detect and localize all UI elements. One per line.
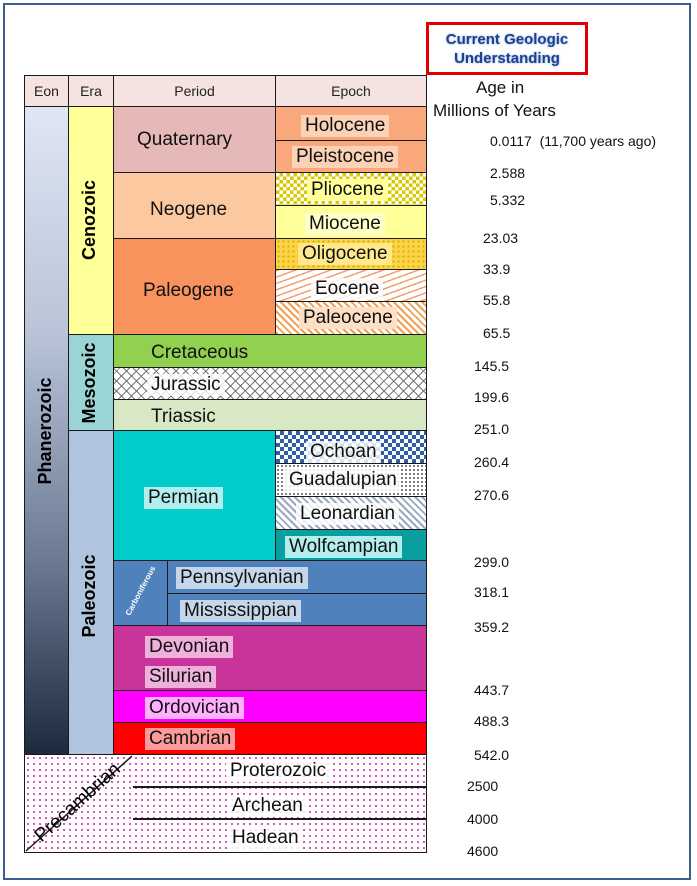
epoch-pleistocene-label: Pleistocene	[292, 146, 399, 168]
period-proterozoic-label: Proterozoic	[226, 760, 331, 782]
title-box: Current Geologic Understanding	[426, 22, 588, 75]
age-value: 0.0117 (11,700 years ago)	[490, 133, 656, 149]
epoch-ochoan-label: Ochoan	[306, 441, 381, 463]
era-paleozoic-label: Paleozoic	[79, 554, 99, 638]
age-value-4: 33.9	[483, 261, 511, 277]
period-triassic-label: Triassic	[151, 406, 216, 427]
age-value-7: 145.5	[474, 358, 510, 374]
age-value-10: 260.4	[474, 454, 510, 470]
period-triassic	[113, 399, 427, 431]
epoch-eocene-label: Eocene	[311, 278, 384, 300]
age-value-12: 299.0	[474, 554, 510, 570]
age-value-13: 318.1	[474, 584, 510, 600]
age-value-11: 270.6	[474, 487, 510, 503]
age-value-20: 4600	[467, 843, 499, 859]
period-devonian-label: Devonian	[145, 636, 234, 658]
period-cambrian-label: Cambrian	[145, 728, 236, 750]
period-jurassic-label: Jurassic	[147, 374, 225, 396]
period-quaternary	[113, 106, 276, 173]
precambrian-line-1	[133, 786, 427, 788]
header-period: Period	[113, 75, 276, 107]
era-mesozoic-label: Mesozoic	[79, 342, 99, 424]
header-era: Era	[68, 75, 114, 107]
age-value-5: 55.8	[483, 292, 511, 308]
header-epoch: Epoch	[275, 75, 427, 107]
age-value-16: 488.3	[474, 713, 510, 729]
epoch-oligocene-label: Oligocene	[298, 243, 392, 265]
age-value-9: 251.0	[474, 421, 510, 437]
age-header-line-1: Age in	[476, 78, 525, 97]
period-ordovician-label: Ordovician	[145, 697, 244, 719]
eon-phanerozoic	[24, 106, 69, 755]
precambrian-line-2	[133, 818, 427, 820]
age-value-3: 23.03	[483, 230, 519, 246]
epoch-holocene-label: Holocene	[301, 115, 390, 137]
header-eon: Eon	[24, 75, 69, 107]
period-paleogene-label: Paleogene	[143, 280, 234, 301]
period-carboniferous	[113, 560, 168, 626]
period-neogene-label: Neogene	[150, 199, 228, 220]
period-permian-label: Permian	[144, 487, 223, 509]
epoch-pliocene-label: Pliocene	[307, 179, 388, 201]
age-value-6: 65.5	[483, 325, 511, 341]
period-quaternary-label: Quaternary	[137, 129, 233, 150]
age-value-8: 199.6	[474, 389, 510, 405]
age-value-19: 4000	[467, 811, 499, 827]
epoch-paleocene-label: Paleocene	[299, 307, 397, 329]
period-silurian-label: Silurian	[145, 666, 217, 688]
title-line-2: Understanding	[454, 49, 560, 67]
period-cretaceous	[113, 334, 427, 368]
age-value-15: 443.7	[474, 682, 510, 698]
age-note-0: (11,700 years ago)	[539, 133, 657, 149]
age-header-line-2: Millions of Years	[433, 101, 556, 120]
period-paleogene	[113, 238, 276, 335]
precambrian-divider	[25, 755, 133, 852]
era-cenozoic	[68, 106, 114, 335]
period-hadean-label: Hadean	[228, 827, 303, 849]
era-paleozoic	[68, 430, 114, 755]
epoch-miocene-label: Miocene	[305, 213, 385, 235]
epoch-leonardian-label: Leonardian	[296, 503, 400, 525]
age-value-2: 5.332	[490, 192, 526, 208]
eon-phanerozoic-label: Phanerozoic	[35, 377, 55, 485]
period-archean-label: Archean	[228, 795, 307, 817]
age-value-18: 2500	[467, 778, 499, 794]
epoch-guadalupian-label: Guadalupian	[285, 469, 401, 491]
era-cenozoic-label: Cenozoic	[79, 180, 99, 261]
period-mississippian-label: Mississippian	[180, 600, 301, 622]
title-line-1: Current Geologic	[445, 30, 569, 48]
epoch-wolfcampian-label: Wolfcampian	[285, 536, 403, 558]
age-value-17: 542.0	[474, 747, 510, 763]
period-cretaceous-label: Cretaceous	[151, 342, 249, 363]
age-value-0: 0.0117	[490, 133, 532, 149]
period-neogene	[113, 172, 276, 240]
period-pennsylvanian-label: Pennsylvanian	[176, 567, 308, 589]
age-value-14: 359.2	[474, 619, 510, 635]
age-value-1: 2.588	[490, 165, 526, 181]
eon-precambrian	[24, 754, 427, 853]
